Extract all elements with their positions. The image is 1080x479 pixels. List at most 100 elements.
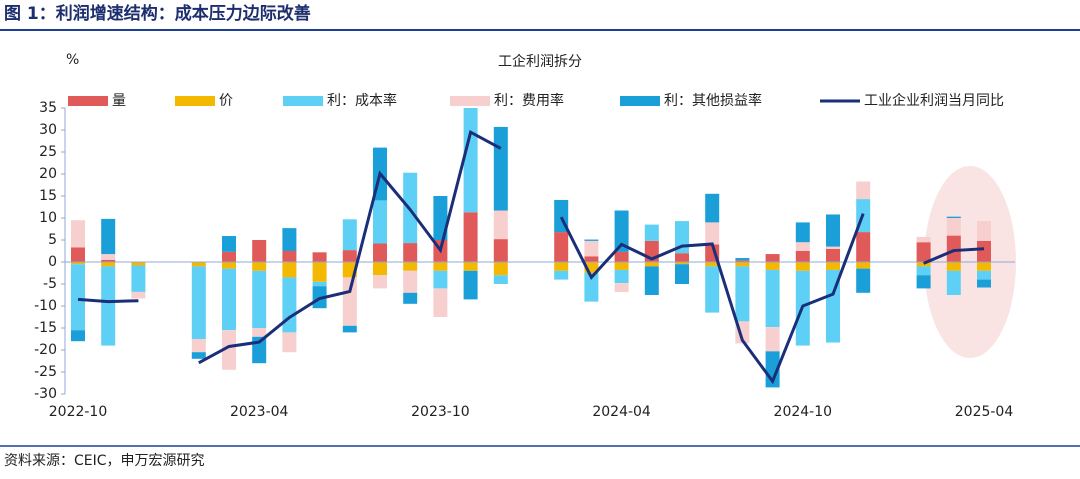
bar [644, 262, 659, 267]
line [198, 129, 502, 365]
bar [373, 243, 387, 262]
bar [675, 262, 689, 265]
bar [463, 212, 478, 262]
bar [131, 291, 146, 299]
bar [493, 275, 508, 284]
bar [705, 222, 720, 245]
bar [554, 270, 569, 280]
bar [765, 269, 780, 328]
bar [735, 260, 750, 262]
bar [856, 268, 871, 293]
bar [433, 196, 448, 240]
bar [312, 262, 327, 282]
y-tick-label: -10 [34, 298, 57, 314]
x-tick-label: 2022-10 [49, 404, 108, 420]
bar [71, 330, 85, 342]
bar [977, 270, 991, 280]
bar [614, 269, 629, 284]
bar [433, 270, 448, 289]
bar [644, 266, 659, 295]
legend-swatch [175, 96, 215, 106]
bar [342, 277, 357, 326]
bar [554, 262, 569, 271]
bar [675, 264, 689, 284]
bar [493, 239, 508, 262]
bar [222, 262, 236, 269]
legend-label: 利：成本率 [327, 92, 397, 109]
legend-swatch [283, 96, 323, 106]
bar [101, 259, 116, 262]
bar [252, 328, 267, 337]
y-tick-label: 15 [39, 188, 57, 204]
bar [71, 247, 85, 262]
bar [101, 262, 116, 267]
source: 资料来源：CEIC，申万宏源研究 [4, 453, 205, 469]
legend-swatch [450, 96, 490, 106]
bar [977, 262, 991, 271]
bar [282, 228, 297, 251]
bar [71, 220, 85, 248]
bar [735, 266, 750, 322]
bar [282, 332, 297, 353]
bar [252, 270, 267, 328]
bar [222, 268, 236, 331]
legend-label: 量 [112, 93, 126, 109]
bar [675, 253, 689, 262]
bar [826, 262, 840, 270]
bar [342, 219, 357, 251]
bar [584, 240, 599, 257]
bar [191, 266, 206, 339]
bar [584, 239, 599, 241]
y-tick-label: 0 [48, 254, 57, 270]
bar [614, 262, 629, 270]
bar [735, 262, 750, 267]
bar [373, 262, 387, 276]
bar [342, 325, 357, 333]
bar [342, 250, 357, 262]
bar [463, 262, 478, 271]
bar [191, 352, 206, 359]
y-tick-label: -15 [34, 320, 57, 336]
bar [71, 264, 85, 331]
line [559, 213, 865, 385]
legend-swatch [620, 96, 660, 106]
y-tick-label: -5 [43, 276, 57, 292]
bar [493, 210, 508, 240]
bar [977, 221, 991, 241]
legend-label: 利：其他损益率 [664, 92, 762, 109]
bar [71, 262, 85, 265]
bar [433, 262, 448, 271]
bar [373, 200, 387, 244]
line [77, 297, 139, 304]
bar [191, 339, 206, 353]
bar [403, 292, 418, 304]
bar [584, 256, 599, 262]
bar [826, 214, 840, 247]
legend-swatch [68, 96, 108, 106]
bar [131, 265, 146, 292]
bar [765, 254, 780, 262]
bar [977, 240, 991, 262]
bar [946, 262, 961, 271]
bar [856, 262, 871, 269]
bar [403, 243, 418, 262]
bar [916, 275, 931, 289]
bar [222, 236, 236, 252]
page-title: 图 1：利润增速结构：成本压力边际改善 [4, 3, 311, 24]
bar [795, 222, 810, 243]
bar [282, 251, 297, 262]
y-tick-label: -25 [34, 364, 57, 380]
bar [916, 236, 931, 243]
bar [403, 262, 418, 271]
bar [101, 254, 116, 260]
bar [856, 181, 871, 200]
y-tick-label: -20 [34, 342, 57, 358]
bar [101, 218, 116, 255]
chart-title: 工企利润拆分 [498, 53, 582, 70]
bar [584, 273, 599, 302]
line [923, 247, 985, 265]
bar [614, 210, 629, 252]
legend-label: 工业企业利润当月同比 [864, 92, 1004, 109]
bar [705, 262, 720, 267]
bar [282, 277, 297, 333]
